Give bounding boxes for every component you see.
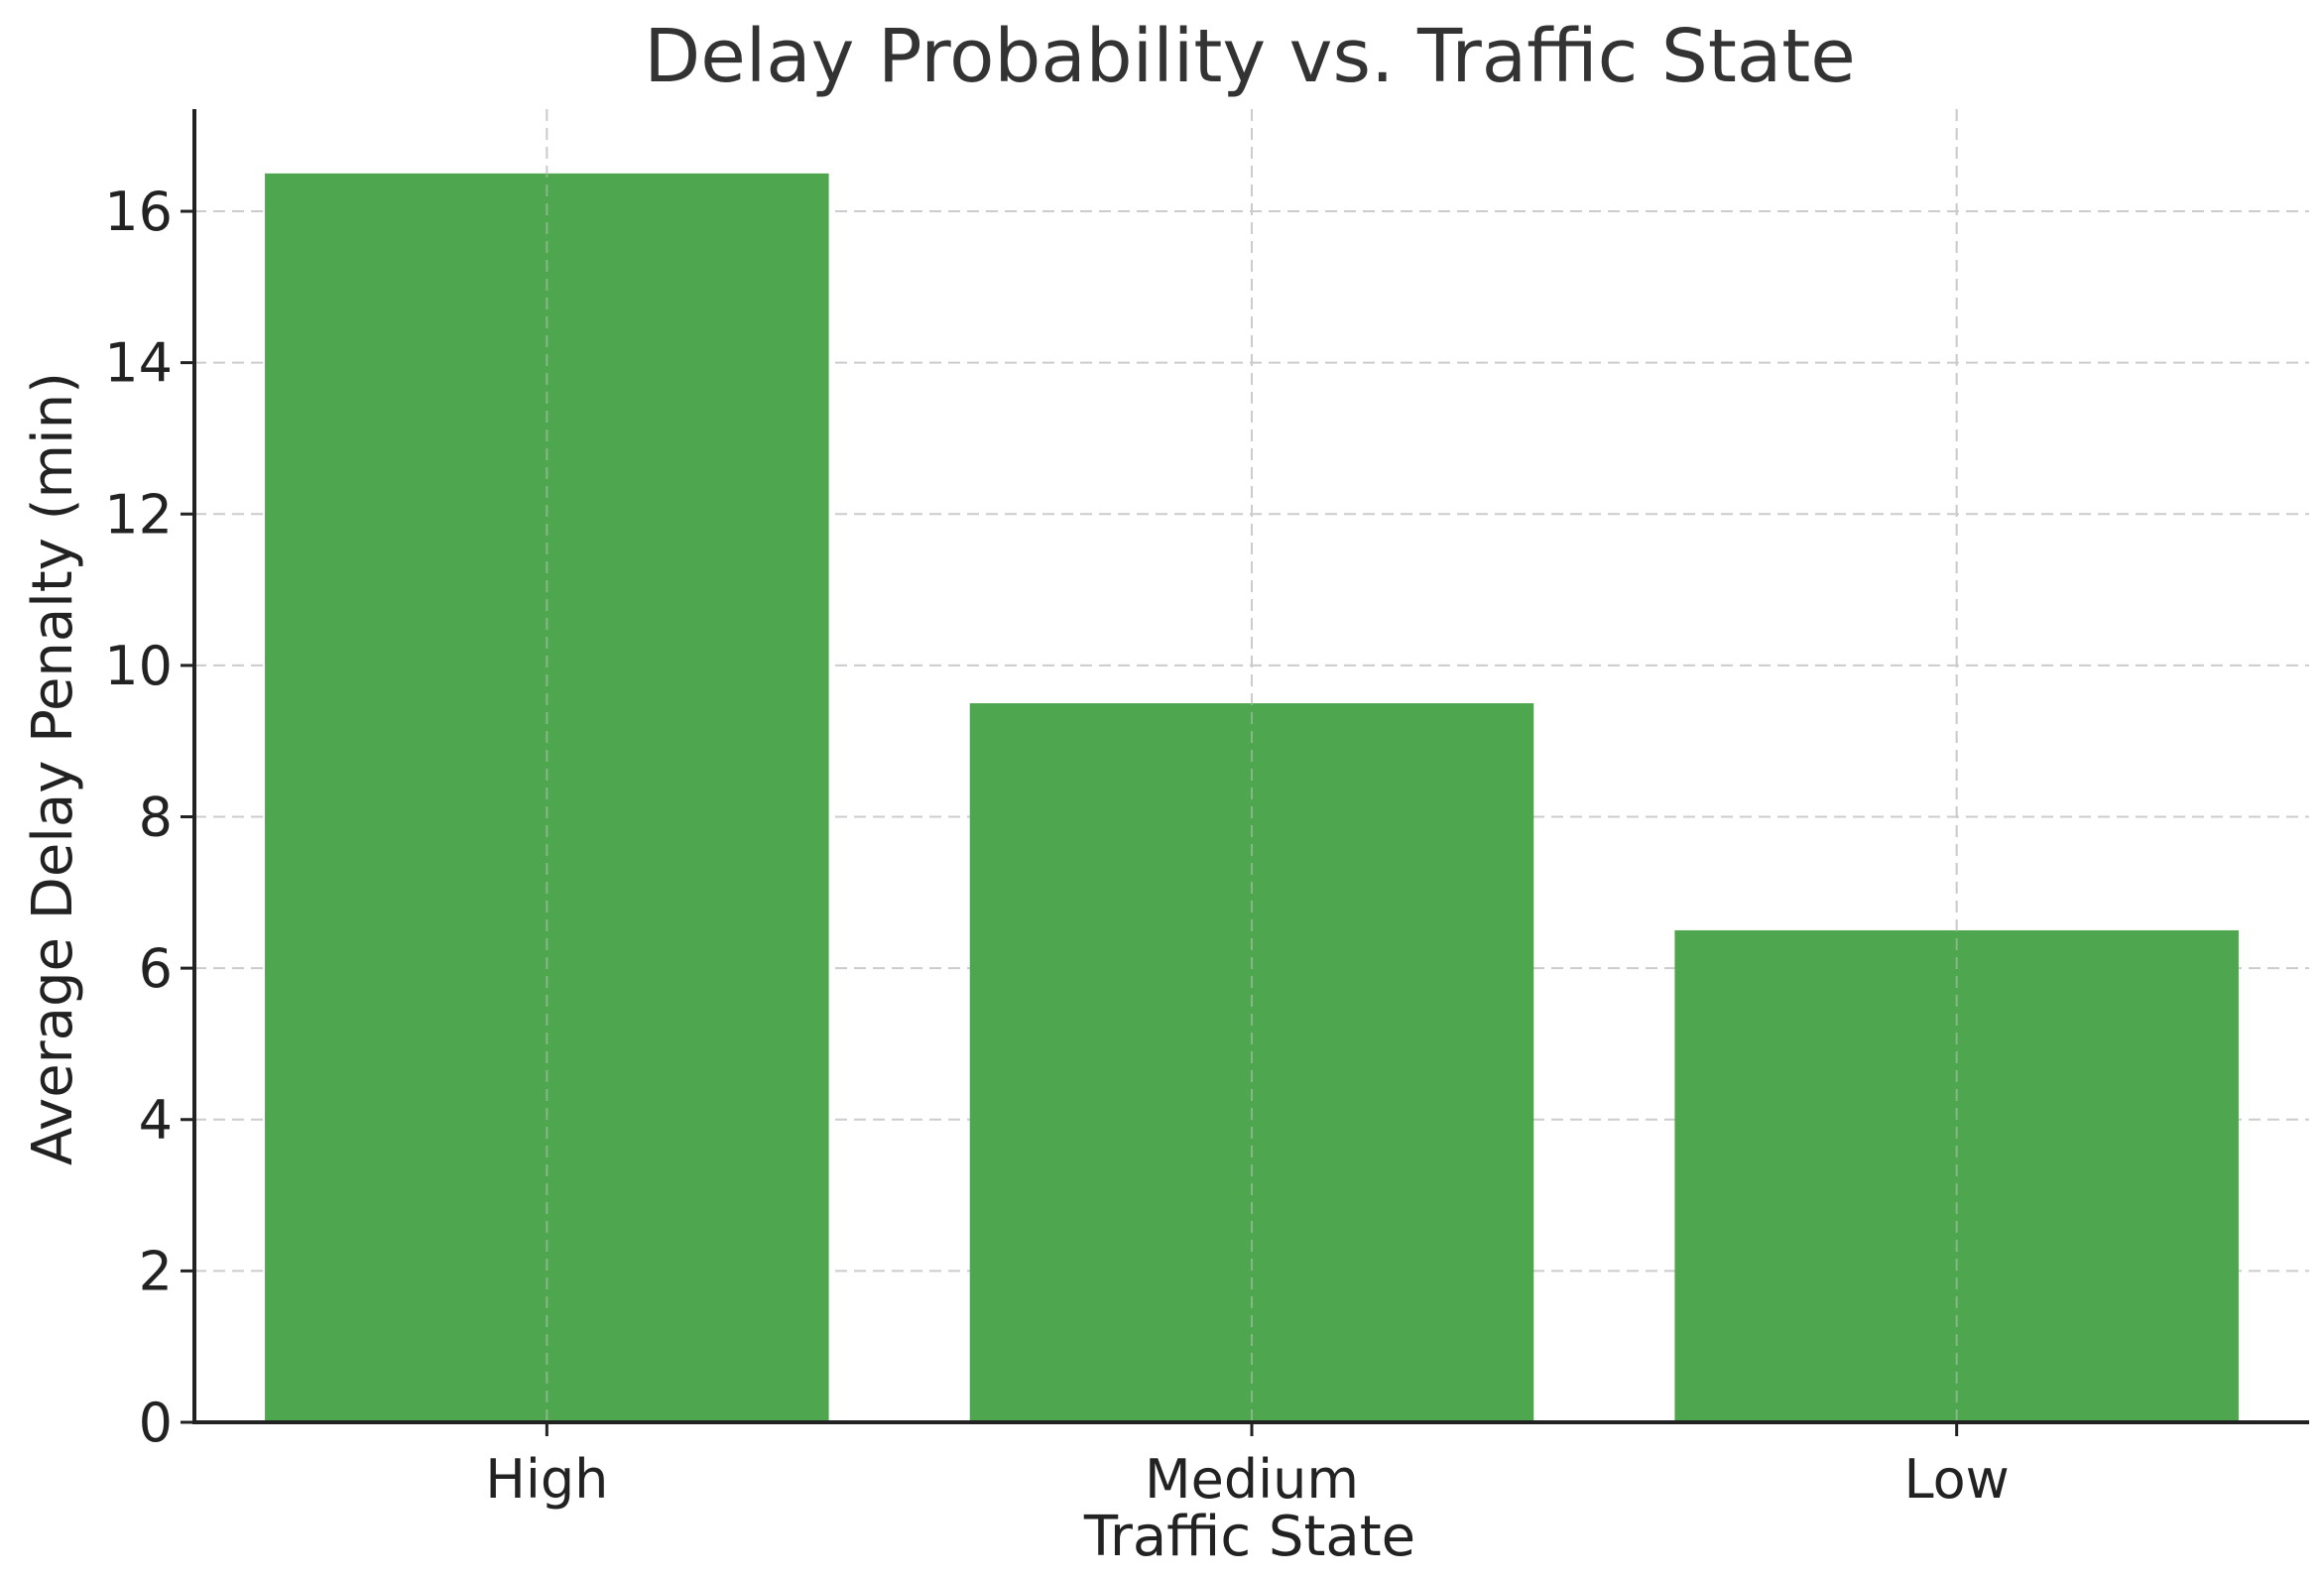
bars: [265, 109, 2239, 1423]
y-tick-label: 8: [139, 787, 173, 849]
y-tick-label: 0: [139, 1392, 173, 1454]
x-tick-label: Medium: [1145, 1448, 1359, 1511]
y-tick-label: 12: [104, 483, 173, 546]
y-tick-label: 14: [104, 332, 173, 395]
axes: [181, 109, 2309, 1436]
y-tick-label: 4: [139, 1089, 173, 1152]
y-tick-label: 16: [104, 181, 173, 243]
y-tick-label: 2: [139, 1240, 173, 1302]
y-tick-label: 10: [104, 635, 173, 697]
x-tick-label: Low: [1903, 1448, 2009, 1511]
x-axis-label: Traffic State: [1083, 1505, 1415, 1569]
tick-labels: 0 2 4 6 8 10 12 14 16 High Medium Low: [104, 181, 2010, 1511]
bar-medium: [969, 703, 1534, 1422]
bar-high: [265, 173, 829, 1423]
bar-low: [1674, 929, 2239, 1422]
y-axis-label: Average Delay Penalty (min): [21, 372, 85, 1165]
y-tick-label: 6: [139, 937, 173, 1000]
chart-title: Delay Probability vs. Traffic State: [644, 14, 1856, 99]
x-tick-label: High: [485, 1448, 608, 1511]
